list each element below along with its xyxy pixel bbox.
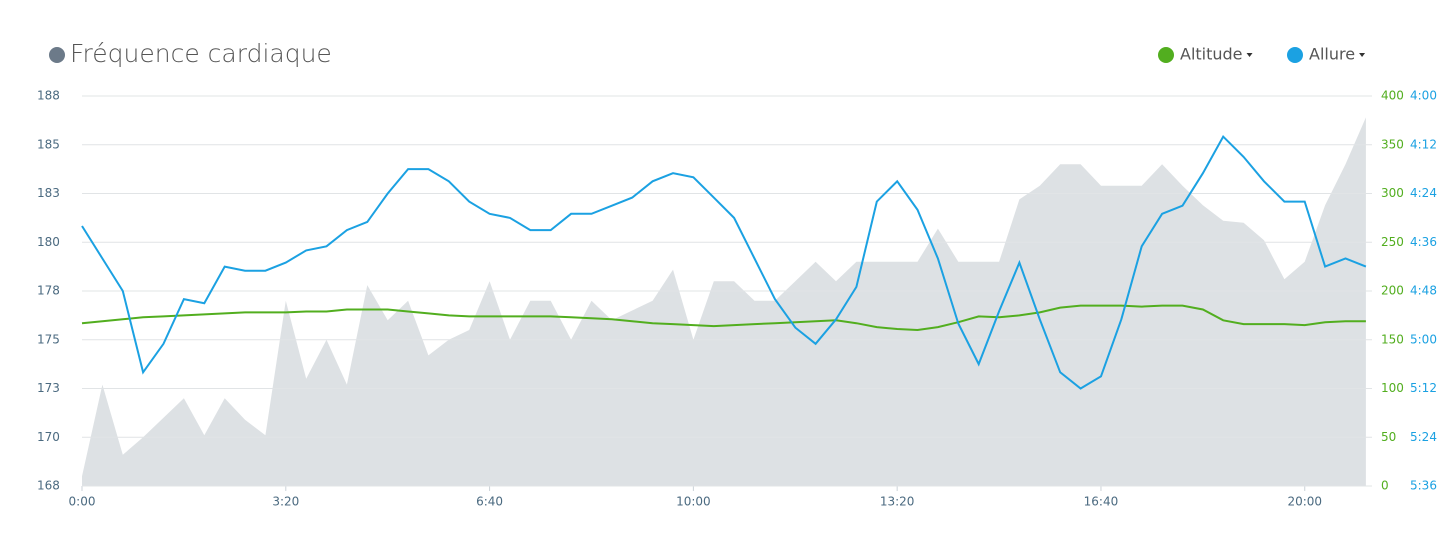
y2-tick-label: 250 <box>1381 235 1404 249</box>
y3-tick-label: 5:00 <box>1410 332 1437 346</box>
series-line <box>81 304 1366 332</box>
y2-tick-label: 300 <box>1381 186 1404 200</box>
title-dot <box>49 47 65 63</box>
y2-tick-label: 350 <box>1381 137 1404 151</box>
y-tick-label: 180 <box>37 235 60 249</box>
x-tick-label: 16:40 <box>1084 495 1119 509</box>
y-tick-label: 183 <box>37 186 60 200</box>
x-tick-label: 13:20 <box>880 495 915 509</box>
x-tick-label: 10:00 <box>676 495 711 509</box>
y3-tick-label: 4:48 <box>1410 284 1437 298</box>
y3-tick-label: 4:24 <box>1410 186 1437 200</box>
y-tick-label: 173 <box>37 381 60 395</box>
y3-tick-label: 4:00 <box>1410 89 1437 103</box>
legend-label[interactable]: Allure <box>1309 45 1355 64</box>
y3-tick-label: 5:12 <box>1410 381 1437 395</box>
legend-arrow[interactable] <box>1359 53 1366 57</box>
y2-tick-label: 200 <box>1381 284 1404 298</box>
series-line <box>81 134 1367 390</box>
x-tick-label: 20:00 <box>1287 495 1322 509</box>
chart-title: Fréquence cardiaque <box>70 39 332 68</box>
y-tick-label: 168 <box>37 479 60 493</box>
x-tick-label: 3:20 <box>272 495 299 509</box>
y3-tick-label: 4:36 <box>1410 235 1437 249</box>
y3-tick-label: 5:24 <box>1410 430 1437 444</box>
legend-dot[interactable] <box>1158 47 1174 63</box>
y2-tick-label: 50 <box>1381 430 1396 444</box>
x-tick-label: 0:00 <box>69 495 96 509</box>
y2-tick-label: 400 <box>1381 89 1404 103</box>
y2-tick-label: 150 <box>1381 332 1404 346</box>
hr-area <box>82 117 1366 487</box>
legend-arrow[interactable] <box>1246 53 1253 57</box>
y3-tick-label: 5:36 <box>1410 479 1437 493</box>
y2-tick-label: 100 <box>1381 381 1404 395</box>
y-tick-label: 175 <box>37 332 60 346</box>
legend-dot[interactable] <box>1287 47 1303 63</box>
y-tick-label: 170 <box>37 430 60 444</box>
y-tick-label: 178 <box>37 284 60 298</box>
y3-tick-label: 4:12 <box>1410 137 1437 151</box>
x-tick-label: 6:40 <box>476 495 503 509</box>
y-tick-label: 185 <box>37 137 60 151</box>
y2-tick-label: 0 <box>1381 479 1389 493</box>
legend-label[interactable]: Altitude <box>1180 45 1243 64</box>
y-tick-label: 188 <box>37 89 60 103</box>
